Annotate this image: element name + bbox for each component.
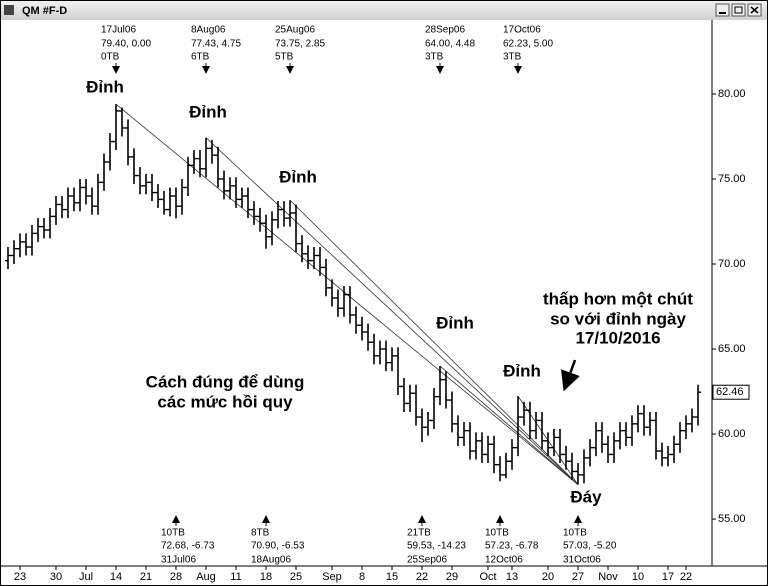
last-price-label: 62.46: [716, 386, 744, 398]
x-tick-label: 29: [446, 571, 458, 583]
y-tick-label: 65.00: [718, 343, 746, 355]
trough-values: 59.53, -14.23: [407, 541, 466, 552]
x-tick-label: 22: [680, 571, 692, 583]
trough-bars: 10TB: [161, 528, 185, 539]
trough-values: 72.68, -6.73: [161, 541, 215, 552]
peak-date: 28Sep06: [425, 25, 465, 36]
peak-values: 64.00, 4.48: [425, 39, 475, 50]
note: Cách đúng để dùng: [146, 372, 305, 391]
plot-area: 55.00 60.00 65.00 70.00 75.00 80.00 23 30 Jul 14 2…: [5, 25, 750, 583]
close-glyph: [750, 6, 759, 14]
trough-bars: 21TB: [407, 528, 431, 539]
x-tick-label: 11: [230, 571, 241, 583]
peak-date: 8Aug06: [191, 25, 226, 36]
trough-date: 31Jul06: [161, 555, 196, 566]
maximize-glyph: [734, 6, 743, 14]
x-tick-label: 25: [290, 571, 302, 583]
y-tick-label: 55.00: [718, 513, 746, 525]
trough-values: 57.03, -5.20: [563, 541, 617, 552]
x-tick-label: 23: [14, 571, 26, 583]
x-tick-label: 8: [359, 571, 365, 583]
note: so với đỉnh ngày: [550, 309, 686, 328]
window-title: QM #F-D: [22, 5, 67, 17]
trough-date: 25Sep06: [407, 555, 447, 566]
peak-values: 73.75, 2.85: [275, 39, 325, 50]
trend-line: [205, 137, 579, 485]
trough-date: 18Aug06: [251, 555, 291, 566]
y-tick-label: 70.00: [718, 258, 746, 270]
window-icon: [4, 5, 14, 15]
x-tick-label: 22: [416, 571, 428, 583]
notes: Đỉnh Đỉnh Đỉnh Đỉnh Đỉnh Đáy Cách đúng đ…: [86, 77, 693, 506]
y-tick-label: 75.00: [718, 173, 746, 185]
note: Đỉnh: [279, 167, 317, 186]
note: thấp hơn một chút: [543, 289, 693, 308]
x-tick-label: 10: [632, 571, 644, 583]
trough-bars: 8TB: [251, 528, 270, 539]
x-tick-label: Aug: [196, 571, 216, 583]
peak-values: 77.43, 4.75: [191, 39, 241, 50]
peak-bars: 0TB: [101, 52, 120, 63]
peak-bars: 5TB: [275, 52, 294, 63]
title-bar: [0, 0, 768, 20]
note: Đỉnh: [86, 77, 124, 96]
x-tick-label: 15: [386, 571, 398, 583]
trough-values: 70.90, -6.53: [251, 541, 305, 552]
x-tick-label: Nov: [598, 571, 618, 583]
x-tick-label: 30: [50, 571, 62, 583]
note: Đỉnh: [436, 313, 474, 332]
peak-bars: 3TB: [425, 52, 444, 63]
note-arrow: [561, 359, 580, 392]
peak-values: 79.40, 0.00: [101, 39, 151, 50]
x-tick-label: Oct: [479, 571, 496, 583]
peak-bars: 6TB: [191, 52, 210, 63]
y-tick-label: 60.00: [718, 428, 746, 440]
x-tick-label: 14: [110, 571, 122, 583]
trend-line: [439, 365, 579, 485]
peak-values: 62.23, 5.00: [503, 39, 553, 50]
trough-date: 31Oct06: [563, 555, 601, 566]
peak-date: 17Oct06: [503, 25, 541, 36]
x-tick-label: 20: [542, 571, 554, 583]
trough-bars: 10TB: [563, 528, 587, 539]
note: 17/10/2016: [575, 328, 660, 347]
note: Đáy: [570, 487, 602, 506]
peak-date: 25Aug06: [275, 25, 315, 36]
x-tick-label: 13: [506, 571, 518, 583]
window-buttons[interactable]: [715, 3, 762, 17]
minimize-button[interactable]: [715, 3, 730, 17]
x-tick-label: 17: [662, 571, 674, 583]
y-tick-label: 80.00: [718, 88, 746, 100]
note: các mức hồi quy: [157, 392, 293, 411]
x-tick-label: Jul: [79, 571, 93, 583]
x-tick-label: 27: [572, 571, 584, 583]
x-tick-label: 21: [140, 571, 152, 583]
note: Đỉnh: [189, 102, 227, 121]
x-tick-label: Sep: [322, 571, 342, 583]
note: Đỉnh: [503, 361, 541, 380]
peak-bars: 3TB: [503, 52, 522, 63]
maximize-button[interactable]: [731, 3, 746, 17]
last-price-box: [712, 384, 750, 400]
x-tick-label: 18: [260, 571, 272, 583]
peak-date: 17Jul06: [101, 25, 136, 36]
trough-bars: 10TB: [485, 528, 509, 539]
trough-values: 57.23, -6.78: [485, 541, 539, 552]
trough-date: 12Oct06: [485, 555, 523, 566]
x-tick-label: 28: [170, 571, 182, 583]
